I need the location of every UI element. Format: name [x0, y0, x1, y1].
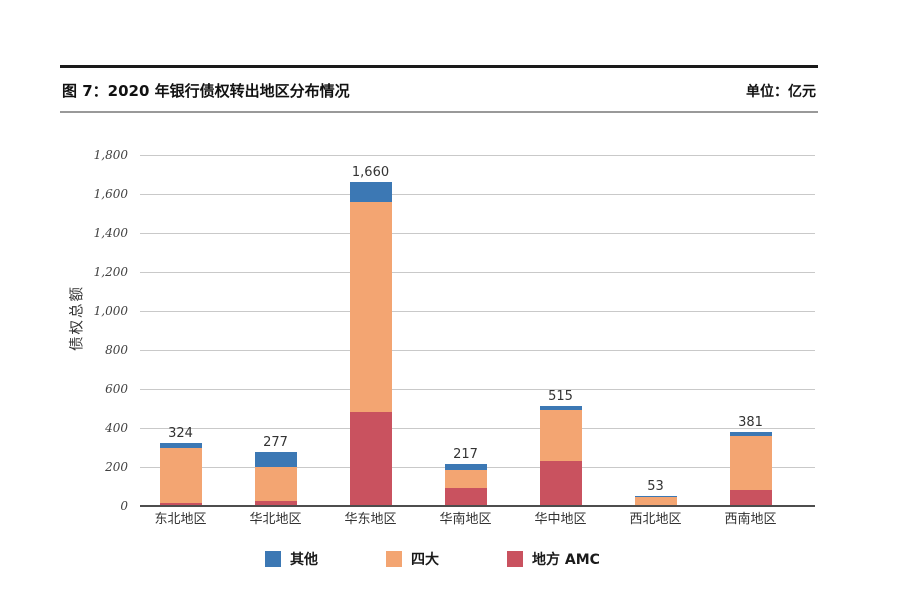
bar-segment-big-four: [159, 448, 202, 504]
bar-segment-local-amc: [539, 461, 582, 506]
bar-total-label: 53: [647, 478, 664, 494]
bar-segment-big-four: [254, 467, 297, 502]
legend-label: 地方 AMC: [532, 552, 600, 568]
legend-swatch-other: [265, 551, 281, 567]
bar-total-label: 277: [263, 434, 288, 450]
bar-segment-other: [539, 405, 582, 411]
bar-segment-big-four: [444, 469, 487, 489]
bar-segment-other: [349, 182, 392, 202]
x-axis-line: [140, 505, 815, 507]
legend-label: 其他: [290, 552, 318, 568]
legend-swatch-local-amc: [507, 551, 523, 567]
x-tick-label: 华北地区: [249, 512, 302, 527]
bar-segment-other: [254, 451, 297, 467]
legend-item-local-amc: 地方 AMC: [507, 549, 600, 569]
gridline: [140, 349, 815, 351]
x-tick-label: 华东地区: [344, 512, 397, 527]
bar-segment-big-four: [539, 410, 582, 462]
bar-total-label: 381: [738, 414, 763, 430]
y-tick-label: 1,400: [93, 226, 128, 240]
bar-segment-local-amc: [444, 488, 487, 506]
gridline: [140, 271, 815, 273]
gridline: [140, 427, 815, 429]
bar-total-label: 217: [453, 446, 478, 462]
unit-label: 单位：亿元: [746, 84, 816, 100]
y-tick-label: 1,200: [93, 265, 128, 279]
bar-segment-local-amc: [729, 490, 772, 506]
y-tick-label: 0: [120, 499, 128, 513]
x-tick-label: 华南地区: [439, 512, 492, 527]
x-tick-label: 东北地区: [154, 512, 207, 527]
bar-segment-local-amc: [349, 412, 392, 506]
bar-segment-big-four: [729, 435, 772, 491]
legend-swatch-big-four: [386, 551, 402, 567]
figure-title: 图 7：2020 年银行债权转出地区分布情况: [62, 82, 350, 100]
bar-segment-other: [159, 442, 202, 449]
figure-header: 图 7：2020 年银行债权转出地区分布情况 单位：亿元: [60, 65, 818, 113]
gridline: [140, 310, 815, 312]
bar-total-label: 324: [168, 425, 193, 441]
x-tick-label: 西南地区: [724, 512, 777, 527]
gridline: [140, 232, 815, 234]
bar-segment-other: [634, 495, 677, 498]
y-tick-label: 800: [105, 343, 128, 357]
bar-segment-other: [444, 463, 487, 470]
bar-total-label: 515: [548, 388, 573, 404]
bar-total-label: 1,660: [351, 165, 390, 181]
y-tick-label: 1,000: [93, 304, 128, 318]
x-tick-label: 华中地区: [534, 512, 587, 527]
legend-item-big-four: 四大: [386, 549, 439, 569]
y-tick-label: 200: [105, 460, 128, 474]
y-tick-label: 1,800: [93, 148, 128, 162]
y-tick-label: 600: [105, 382, 128, 396]
gridline: [140, 193, 815, 195]
gridline: [140, 388, 815, 390]
bar-segment-big-four: [634, 497, 677, 506]
y-tick-label: 1,600: [93, 187, 128, 201]
legend-item-other: 其他: [265, 549, 318, 569]
y-tick-label: 400: [105, 421, 128, 435]
bar-segment-local-amc: [159, 503, 202, 506]
gridline: [140, 154, 815, 156]
bar-segment-big-four: [349, 201, 392, 413]
legend-label: 四大: [411, 552, 439, 568]
x-tick-label: 西北地区: [629, 512, 682, 527]
bar-segment-other: [729, 431, 772, 436]
legend: 其他 四大 地方 AMC: [265, 549, 600, 569]
bar-segment-local-amc: [254, 501, 297, 506]
